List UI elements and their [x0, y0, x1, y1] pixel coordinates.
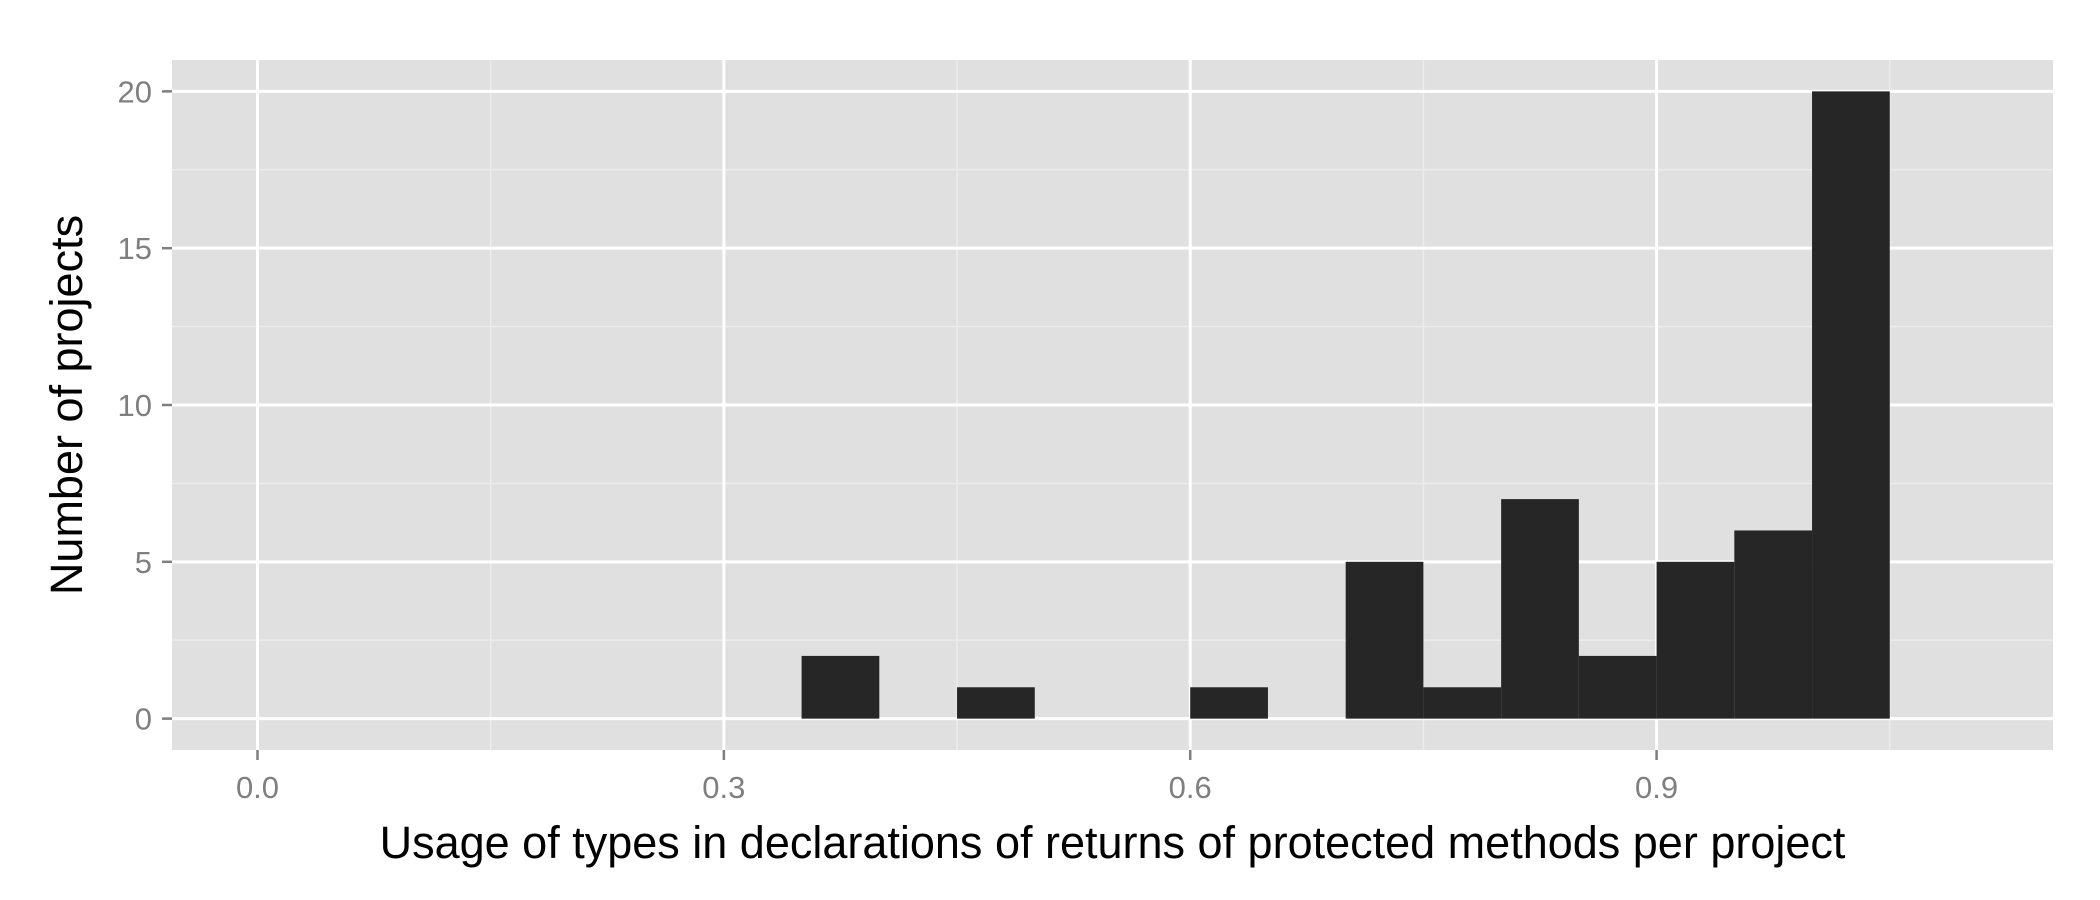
histogram-bar	[1656, 561, 1735, 719]
x-tick-label: 0.9	[1635, 770, 1678, 805]
x-tick-label: 0.0	[236, 770, 279, 805]
histogram-bar	[1501, 499, 1579, 719]
histogram-bar	[957, 687, 1035, 719]
y-axis-title: Number of projects	[41, 215, 92, 595]
histogram-bar	[1734, 530, 1813, 719]
x-axis: 0.0 0.3 0.6 0.9	[236, 750, 1678, 805]
histogram-bar	[1345, 561, 1424, 719]
major-gridlines	[172, 60, 2053, 750]
histogram-bar	[1578, 655, 1657, 719]
y-axis: 0 5 10 15 20	[118, 74, 172, 737]
y-tick-label: 5	[135, 545, 152, 580]
y-tick-label: 0	[135, 702, 152, 737]
x-axis-title: Usage of types in declarations of return…	[380, 817, 1846, 868]
x-tick-label: 0.6	[1169, 770, 1212, 805]
histogram-bar	[801, 655, 880, 719]
histogram-bars	[801, 91, 1890, 719]
y-tick-label: 20	[118, 74, 152, 109]
y-tick-label: 15	[118, 231, 152, 266]
y-tick-label: 10	[118, 388, 152, 423]
histogram-bar	[1812, 91, 1890, 719]
histogram-bar	[1190, 687, 1268, 719]
x-tick-label: 0.3	[702, 770, 745, 805]
histogram-bar	[1423, 687, 1502, 719]
